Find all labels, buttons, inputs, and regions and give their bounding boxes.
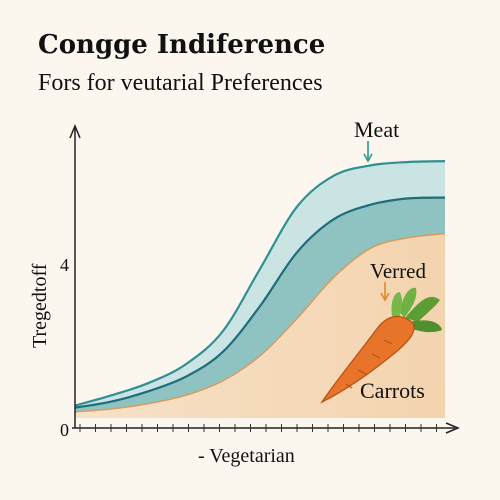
- y-axis-arrow: [69, 124, 81, 139]
- x-axis-ticks: [79, 424, 437, 432]
- carrots-annotation-label: Carrots: [360, 378, 425, 403]
- x-axis-label: - Vegetarian: [198, 445, 295, 467]
- meat-annotation-label: Meat: [354, 117, 399, 142]
- carrot-icon: [320, 287, 442, 404]
- y-tick-label-0: 0: [60, 420, 69, 440]
- chart-title: Congge Indiference: [38, 30, 326, 60]
- y-tick-label-4: 4: [60, 255, 69, 275]
- x-axis-arrow: [445, 422, 460, 434]
- series-lines: [74, 160, 446, 413]
- chart-subtitle: Fors for veutarial Preferences: [38, 70, 323, 96]
- axes: [69, 124, 460, 434]
- verred-annotation-label: Verred: [370, 259, 426, 283]
- line-series-3: [74, 232, 446, 413]
- y-axis-label: Tregedtoff: [29, 263, 51, 348]
- line-series-1: [74, 160, 446, 407]
- meat-arrow-icon: [363, 141, 373, 163]
- line-series-2: [74, 196, 446, 409]
- verred-arrow-icon: [380, 282, 390, 302]
